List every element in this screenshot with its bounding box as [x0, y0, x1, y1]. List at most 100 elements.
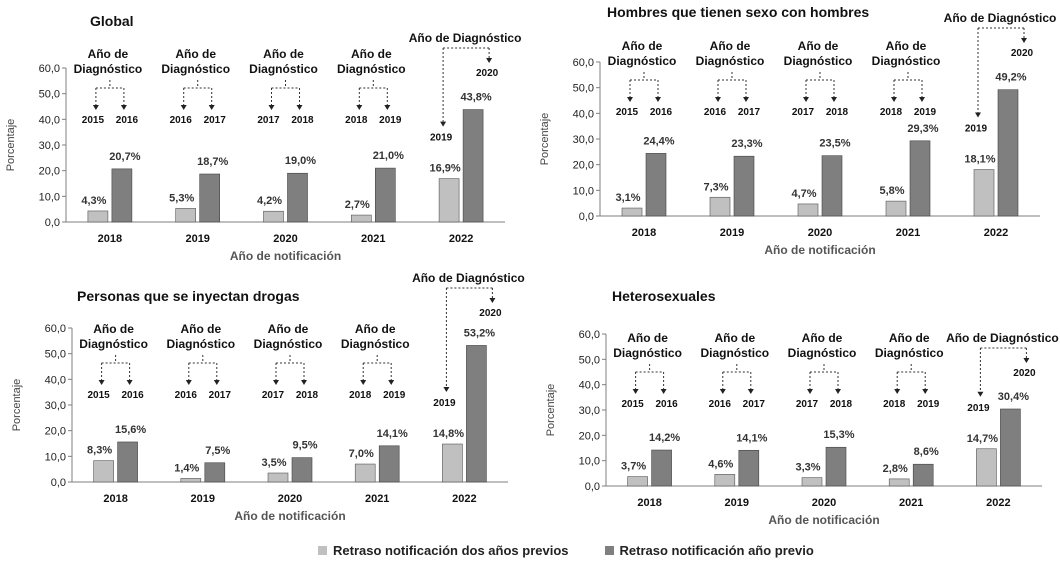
arrow-head — [92, 105, 99, 110]
data-label: 29,3% — [907, 123, 938, 135]
annotation-label: Diagnóstico — [254, 337, 323, 351]
bar-two-years — [354, 463, 376, 483]
annotation-label: Diagnóstico — [249, 62, 318, 76]
chart-title: Hombres que tienen sexo con hombres — [607, 4, 869, 20]
arrow-head — [356, 105, 363, 110]
diagnosis-year: 2016 — [116, 115, 139, 126]
chart-title: Personas que se inyectan drogas — [77, 288, 300, 304]
data-label: 7,0% — [349, 448, 374, 460]
x-tick-label: 2022 — [986, 497, 1010, 509]
data-label: 23,3% — [731, 138, 762, 150]
bar-two-years — [263, 210, 284, 223]
bar-one-year — [821, 155, 843, 217]
diagnosis-year: 2016 — [650, 107, 673, 118]
arrow-head — [208, 105, 215, 110]
x-tick-label: 2022 — [452, 493, 476, 505]
x-tick-label: 2020 — [812, 497, 836, 509]
diagnosis-annotation: Año de Diagnóstico 2020 2019 — [409, 31, 522, 144]
data-label: 15,6% — [115, 424, 146, 436]
bar-two-years — [709, 196, 731, 217]
annotation-label: Año de — [268, 322, 309, 336]
bar-one-year — [117, 441, 138, 483]
annotation-label: Diagnóstico — [784, 54, 853, 68]
arrow-head — [98, 380, 105, 385]
bar-one-year — [997, 89, 1019, 217]
annotation-label: Año de — [798, 39, 839, 53]
diagnosis-year: 2017 — [209, 390, 232, 401]
annotation-label: Año de Diagnóstico — [946, 331, 1059, 345]
diagnosis-year: 2018 — [296, 390, 319, 401]
y-tick-label: 0,0 — [579, 211, 594, 223]
arrow-head — [803, 97, 809, 102]
y-tick-label: 30,0 — [45, 400, 66, 412]
annotation-label: Diagnóstico — [161, 62, 230, 76]
arrow-head — [486, 58, 493, 63]
annotation-label: Año de — [710, 39, 751, 53]
diagnosis-year: 2019 — [433, 398, 456, 409]
diagnosis-year: 2019 — [914, 107, 937, 118]
diagnosis-year: 2018 — [880, 107, 903, 118]
diagnosis-year: 2016 — [170, 115, 193, 126]
data-label: 8,6% — [914, 446, 939, 458]
x-tick-label: 2018 — [637, 497, 661, 509]
arrow-head — [975, 112, 981, 118]
bar-one-year — [645, 153, 667, 217]
y-tick-label: 20,0 — [579, 430, 600, 442]
diagnosis-year: 2019 — [965, 124, 988, 135]
data-label: 19,0% — [285, 155, 316, 167]
data-label: 4,7% — [791, 188, 816, 200]
diagnosis-year: 2020 — [476, 68, 499, 79]
bar-two-years — [175, 208, 196, 223]
y-tick-label: 30,0 — [39, 140, 60, 152]
chart-title: Global — [90, 13, 134, 29]
diagnosis-year: 2015 — [621, 399, 644, 410]
annotation-label: Diagnóstico — [74, 62, 143, 76]
bar-two-years — [797, 203, 819, 217]
diagnosis-year: 2018 — [883, 399, 906, 410]
arrow-head — [384, 105, 391, 110]
y-tick-label: 30,0 — [579, 405, 600, 417]
diagnosis-annotation: Año de Diagnóstico 2020 2019 — [946, 331, 1059, 414]
data-label: 2,7% — [345, 199, 370, 211]
bar-one-year — [825, 446, 847, 487]
bar-one-year — [374, 167, 396, 223]
arrow-head — [831, 97, 837, 102]
data-label: 21,0% — [373, 150, 404, 162]
diagnosis-year: 2015 — [616, 107, 639, 118]
data-label: 8,3% — [87, 445, 112, 457]
arrow-head — [835, 389, 841, 394]
bar-two-years — [621, 207, 643, 217]
data-label: 9,5% — [292, 440, 317, 452]
diagnosis-year: 2020 — [1011, 48, 1034, 59]
diagnosis-year: 2019 — [430, 133, 453, 144]
data-label: 4,2% — [257, 195, 282, 207]
x-axis-label: Año de notificación — [234, 509, 345, 523]
arrow-head — [807, 389, 813, 394]
y-tick-label: 40,0 — [579, 380, 600, 392]
x-tick-label: 2019 — [725, 497, 749, 509]
bar-one-year — [378, 445, 400, 483]
bar-one-year — [204, 462, 226, 483]
arrow-head — [977, 391, 984, 397]
arrow-head — [268, 105, 275, 110]
data-label: 14,1% — [377, 428, 408, 440]
data-label: 3,1% — [615, 192, 640, 204]
data-label: 14,1% — [736, 432, 767, 444]
bar-two-years — [627, 476, 648, 487]
chart-panel-3: Personas que se inyectan drogas 0,0 10,0 20… — [0, 270, 530, 540]
y-tick-label: 30,0 — [573, 134, 594, 146]
data-label: 14,2% — [649, 432, 680, 444]
bar-one-year — [111, 168, 133, 223]
y-tick-label: 10,0 — [45, 451, 66, 463]
y-tick-label: 60,0 — [579, 329, 600, 341]
bar-two-years — [976, 448, 997, 487]
chart-title: Heterosexuales — [612, 288, 716, 304]
bar-two-years — [180, 478, 202, 483]
x-tick-label: 2018 — [632, 227, 656, 239]
diagnosis-year: 2020 — [479, 308, 502, 319]
